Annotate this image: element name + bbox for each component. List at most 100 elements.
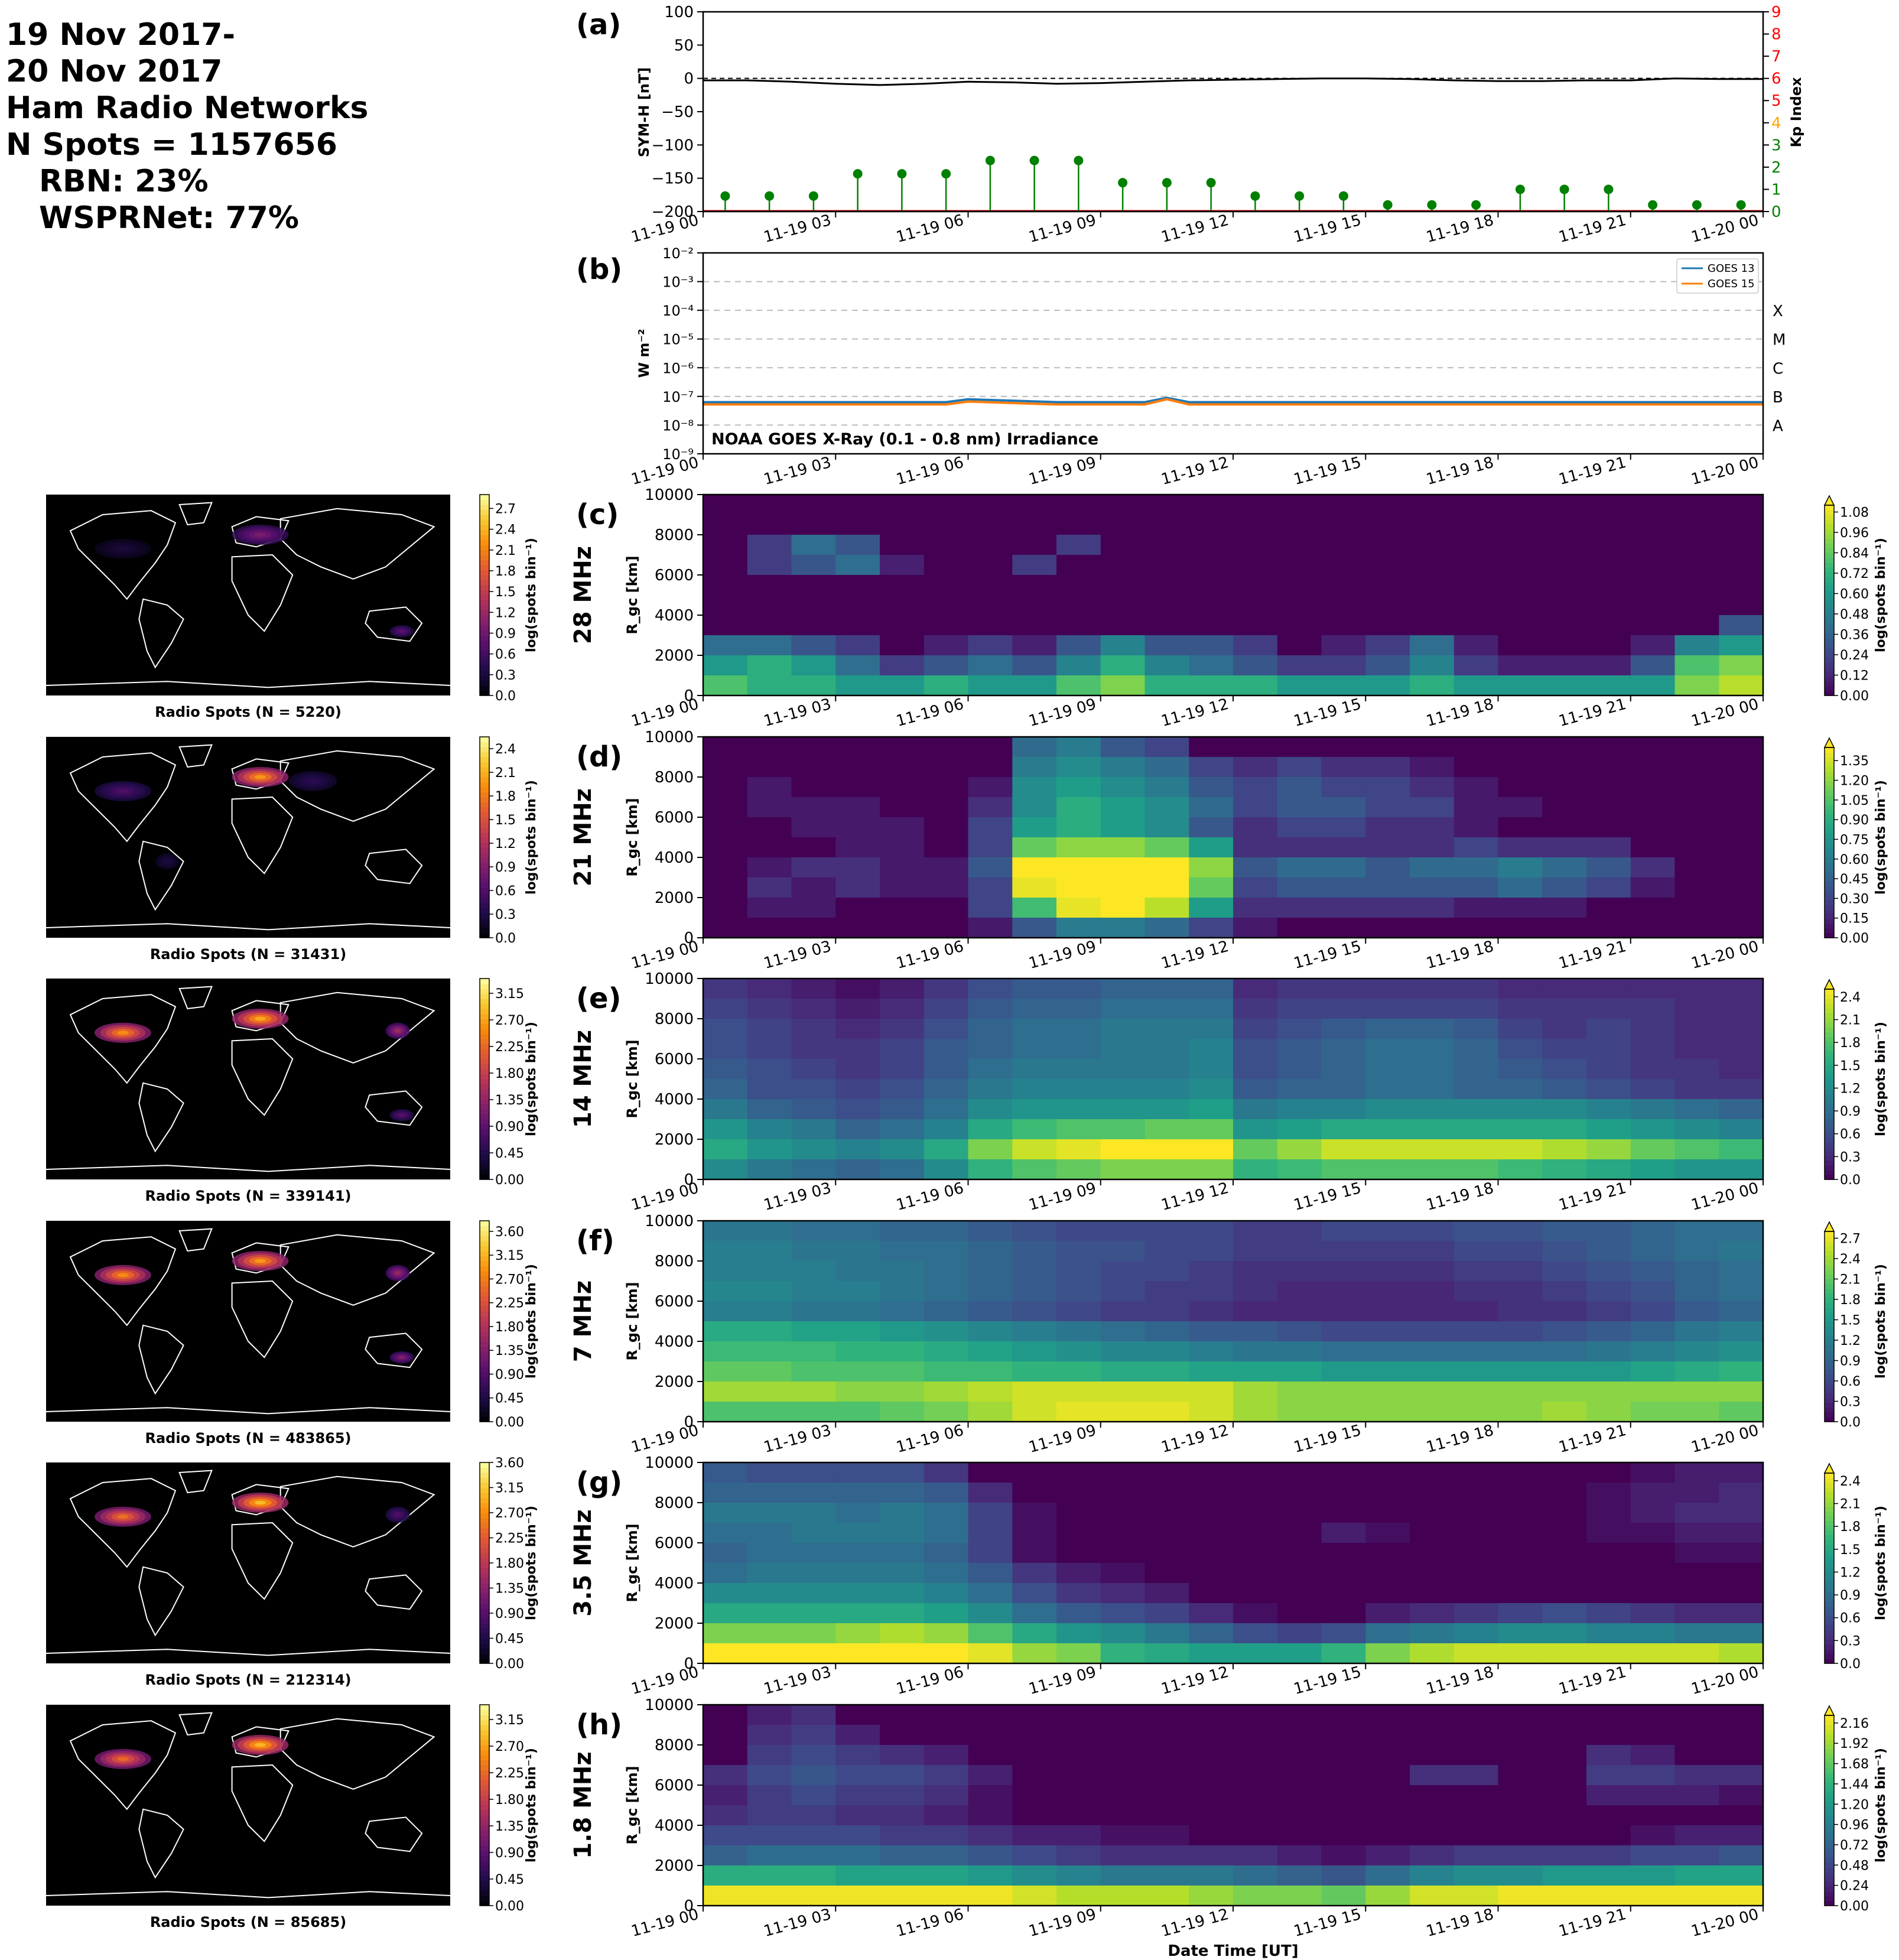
heatmap-cell (880, 857, 925, 878)
map-colorbar-tick-label: 0.3 (495, 908, 516, 922)
heatmap-cell (1719, 1321, 1764, 1342)
heatmap-ytick-label: 10000 (645, 1454, 694, 1472)
heatmap-cell (1410, 1321, 1455, 1342)
map-colorbar-segment (480, 1321, 489, 1327)
map-colorbar-tick-label: 0.45 (495, 1146, 524, 1161)
map-colorbar-segment (480, 560, 489, 565)
heatmap-cell (703, 1483, 748, 1503)
colorbar-segment (1825, 909, 1834, 915)
colorbar-segment (1825, 1611, 1834, 1617)
heatmap-cell (1410, 1301, 1455, 1322)
heatmap-cell (1453, 495, 1499, 515)
heatmap-ytick-label: 10000 (645, 729, 694, 746)
heatmap-cell (835, 1361, 880, 1382)
heatmap-cell (747, 1241, 792, 1262)
heatmap-cell (1498, 1119, 1543, 1140)
heatmap-cell (1056, 1483, 1101, 1503)
heatmap-cell (1012, 1119, 1057, 1140)
heatmap-cell (924, 1845, 969, 1866)
colorbar-segment (1825, 866, 1834, 872)
colorbar-segment (1825, 567, 1834, 573)
heatmap-cell (747, 555, 792, 576)
heatmap-cell (1365, 555, 1410, 576)
heatmap-ytick-label: 10000 (645, 486, 694, 504)
heatmap-cell (1542, 1805, 1587, 1826)
heatmap-cell (1453, 575, 1499, 596)
heatmap-cell (747, 1503, 792, 1523)
heatmap-cell (791, 1139, 836, 1160)
heatmap-cell (747, 595, 792, 616)
heatmap-cell (1189, 737, 1234, 758)
colorbar-segment (1825, 638, 1834, 644)
heatmap-cell (1674, 857, 1719, 878)
heatmap-cell (1056, 1745, 1101, 1766)
colorbar-segment (1825, 652, 1834, 658)
heatmap-cell (1233, 1139, 1278, 1160)
heatmap-ytick-label: 2000 (655, 1857, 694, 1875)
heatmap-cell (1586, 1341, 1631, 1362)
heatmap-cell (1189, 1745, 1234, 1766)
heatmap-cell (703, 575, 748, 596)
heatmap-cell (1453, 1623, 1499, 1644)
heatmap-cell (1453, 797, 1499, 818)
heatmap-cell (1012, 1825, 1057, 1846)
heatmap-cell (1719, 1462, 1764, 1483)
panel-g-xtick-label: 11-19 12 (1159, 1663, 1231, 1698)
heatmap-cell (1012, 595, 1057, 616)
heatmap-cell (1100, 595, 1146, 616)
heatmap-cell (703, 857, 748, 878)
panel-b-xtick-label: 11-19 21 (1557, 454, 1628, 489)
heatmap-cell (1674, 1483, 1719, 1503)
heatmap-cell (1586, 1785, 1631, 1806)
colorbar-frame (1824, 505, 1835, 696)
heatmap-cell (880, 1382, 925, 1402)
map-colorbar-segment (480, 1467, 489, 1473)
kp-marker (808, 191, 818, 201)
heatmap-cell (1542, 1059, 1587, 1080)
coastline-sa (138, 1324, 184, 1395)
heatmap-cell (1189, 797, 1234, 818)
colorbar-segment (1825, 1815, 1834, 1821)
heatmap-cell (968, 1705, 1013, 1725)
colorbar-tick-label: 1.35 (1840, 754, 1869, 769)
heatmap-cell (1719, 737, 1764, 758)
map-colorbar-segment (480, 650, 489, 656)
colorbar-extend-arrow (1823, 979, 1835, 990)
heatmap-cell (968, 1523, 1013, 1543)
goes-series-line (703, 396, 1763, 404)
heatmap-cell (1498, 1603, 1543, 1624)
heatmap-cell (1012, 1523, 1057, 1543)
heatmap-cell (1630, 898, 1676, 918)
colorbar-segment (1825, 1715, 1834, 1721)
map-colorbar-segment (480, 1633, 489, 1639)
heatmap-cell (1453, 737, 1499, 758)
kp-marker (1206, 178, 1216, 188)
map-colorbar-segment (480, 802, 489, 808)
heatmap-cell (835, 1583, 880, 1604)
heatmap-cell (880, 1159, 925, 1180)
heatmap-cell (968, 797, 1013, 818)
heatmap-cell (1100, 857, 1146, 878)
spot-density-blob (254, 775, 266, 779)
heatmap-cell (1189, 1583, 1234, 1604)
map-colorbar-segment (480, 505, 489, 511)
heatmap-cell (924, 675, 969, 696)
heatmap-cell (1630, 1785, 1676, 1806)
heatmap-cell (1630, 555, 1676, 576)
heatmap-cell (880, 1845, 925, 1866)
heatmap-cell (1719, 1382, 1764, 1402)
map-colorbar-segment (480, 877, 489, 883)
heatmap-cell (1189, 777, 1234, 798)
heatmap-cell (968, 1099, 1013, 1120)
heatmap-cell (791, 777, 836, 798)
heatmap-cell (1498, 535, 1543, 555)
heatmap-cell (968, 857, 1013, 878)
heatmap-cell (1056, 898, 1101, 918)
colorbar-segment (1825, 538, 1834, 544)
map-colorbar-segment (480, 1366, 489, 1372)
heatmap-cell (1674, 1745, 1719, 1766)
heatmap-cell (1365, 1725, 1410, 1746)
heatmap-cell (1233, 1321, 1278, 1342)
map-colorbar-segment (480, 787, 489, 793)
map-colorbar-segment (480, 1084, 489, 1090)
